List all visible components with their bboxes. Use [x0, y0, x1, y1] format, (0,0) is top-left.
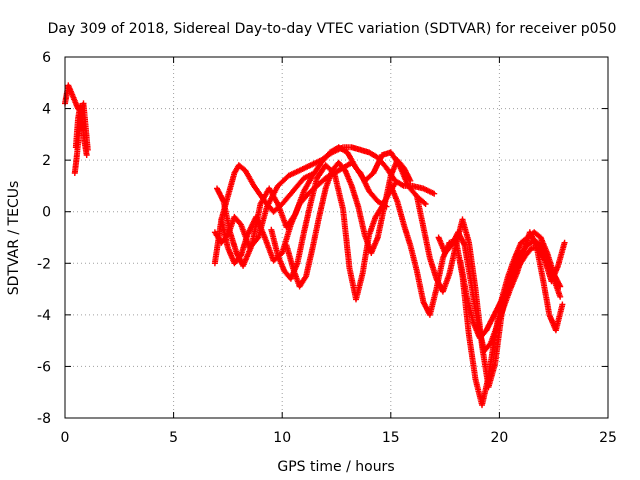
- y-tick-label: -4: [37, 308, 51, 324]
- series-arc-h: [268, 162, 399, 303]
- x-tick-label: 20: [490, 430, 508, 446]
- y-tick-label: 2: [42, 153, 51, 169]
- y-tick-label: 4: [42, 102, 51, 118]
- series-arc-l: [435, 229, 566, 354]
- series-arc-c: [72, 103, 90, 158]
- chart-title: Day 309 of 2018, Sidereal Day-to-day VTE…: [48, 21, 617, 37]
- x-tick-label: 5: [169, 430, 178, 446]
- data-point-markers: [72, 103, 90, 158]
- y-axis-label: SDTVAR / TECUs: [6, 181, 22, 296]
- x-tick-label: 15: [382, 430, 400, 446]
- data-point-markers: [435, 229, 566, 354]
- y-tick-label: 0: [42, 205, 51, 221]
- x-axis-label: GPS time / hours: [277, 459, 394, 475]
- y-tick-label: -8: [37, 411, 51, 427]
- x-tick-label: 0: [61, 430, 70, 446]
- x-tick-label: 10: [273, 430, 291, 446]
- data-markers: [62, 82, 568, 409]
- data-point-markers: [283, 157, 414, 290]
- axis-ticks: 0 5 10 15 20 25 -8 -6 -4 -2 0 2 4 6: [37, 50, 617, 446]
- series-arc-i: [283, 157, 414, 290]
- series-arc-g: [218, 159, 390, 267]
- y-tick-label: -6: [37, 359, 51, 375]
- y-tick-label: 6: [42, 50, 51, 66]
- x-tick-label: 25: [599, 430, 617, 446]
- y-tick-label: -2: [37, 256, 51, 272]
- data-point-markers: [268, 162, 399, 303]
- data-point-markers: [218, 159, 390, 267]
- plot-frame: [64, 56, 609, 419]
- series-arc-m: [457, 239, 568, 342]
- data-point-markers: [457, 239, 568, 342]
